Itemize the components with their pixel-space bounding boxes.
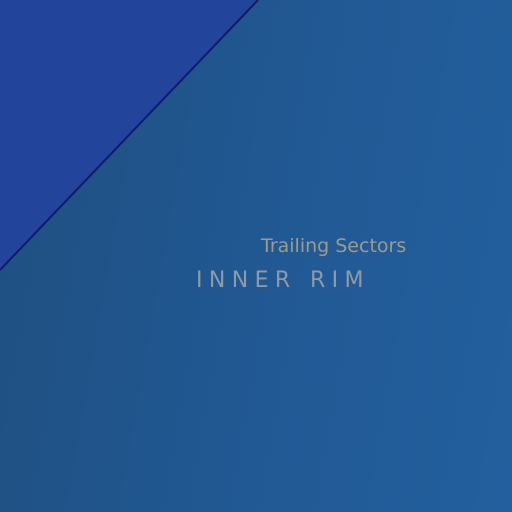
diagonal-divider: [0, 0, 259, 271]
subtitle-text: Trailing Sectors: [261, 235, 407, 257]
title-text: INNER RIM: [196, 268, 370, 293]
